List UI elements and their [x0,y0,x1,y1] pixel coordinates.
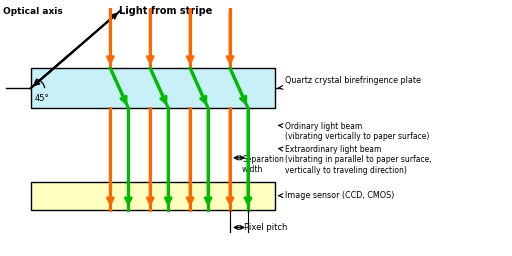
Text: Optical axis: Optical axis [3,7,62,16]
Text: Separation
width: Separation width [242,155,284,174]
Bar [31,68,275,108]
Text: Quartz crystal birefringence plate: Quartz crystal birefringence plate [279,76,421,89]
Text: Ordinary light beam
(vibrating vertically to paper surface): Ordinary light beam (vibrating verticall… [279,122,429,141]
Text: Image sensor (CCD, CMOS): Image sensor (CCD, CMOS) [279,191,394,200]
Bar [31,182,275,210]
Text: Pixel pitch: Pixel pitch [244,223,287,232]
Text: Light from stripe: Light from stripe [119,6,212,16]
Text: 45°: 45° [35,94,49,103]
Text: Extraordinary light beam
(vibrating in parallel to paper surface,
vertically to : Extraordinary light beam (vibrating in p… [279,145,432,175]
